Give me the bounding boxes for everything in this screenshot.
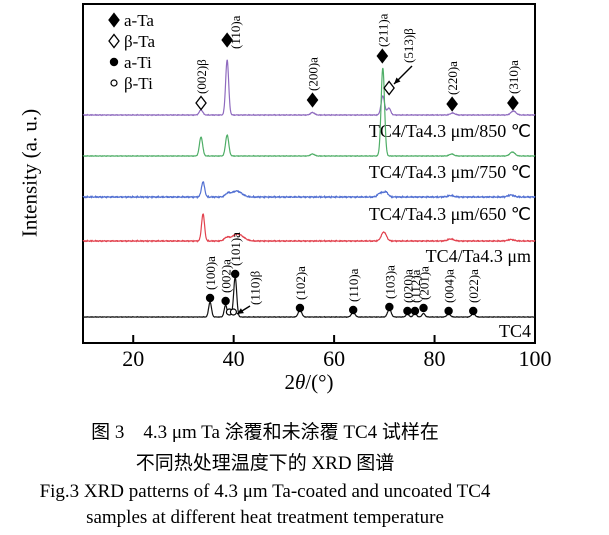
legend-label: β-Ti — [124, 74, 153, 93]
peak-marker-circle-filled — [205, 293, 215, 303]
peak-marker-diamond-filled — [446, 96, 458, 112]
curve-tc4-ta-850 — [82, 59, 536, 117]
peak-label: (102)a — [293, 266, 308, 300]
peak-label: (103)a — [382, 265, 397, 299]
peak-label: (101)a — [228, 232, 243, 266]
figure-caption: 图 3 4.3 μm Ta 涂覆和未涂覆 TC4 试样在 不同热处理温度下的 X… — [0, 417, 530, 531]
x-tick-label: 80 — [424, 346, 446, 371]
peak-marker-diamond-filled — [507, 95, 519, 111]
legend-diamond-filled-icon — [108, 12, 120, 28]
peak-marker-diamond-filled — [306, 92, 319, 108]
peak-label: (220)a — [445, 61, 460, 95]
peak-label: (110)a — [228, 15, 243, 49]
curve-label-tc4-ta: TC4/Ta4.3 μm — [426, 246, 531, 266]
peak-label: (110)β — [247, 270, 262, 305]
peak-label: (002)a — [219, 259, 234, 293]
caption-chinese-line2: 不同热处理温度下的 XRD 图谱 — [135, 453, 395, 474]
curve-tc4-ta-750 — [82, 67, 536, 158]
curve-label-tc4-ta-650: TC4/Ta4.3 μm/650 ℃ — [369, 204, 531, 224]
caption-english-line1: Fig.3 XRD patterns of 4.3 μm Ta-coated a… — [39, 481, 491, 502]
peak-marker-circle-filled — [469, 306, 478, 316]
peak-marker-circle-filled — [295, 303, 305, 313]
peak-marker-diamond-open — [383, 80, 395, 96]
peak-marker-circle-filled — [403, 306, 412, 316]
peak-marker-diamond-filled — [376, 48, 389, 64]
peak-marker-circle-filled — [230, 269, 240, 279]
peak-marker-circle-filled — [410, 306, 420, 316]
x-tick-label: 60 — [323, 346, 345, 371]
curve-label-tc4-ta-750: TC4/Ta4.3 μm/750 ℃ — [369, 162, 531, 182]
plot-frame — [82, 3, 536, 344]
peak-marker-circle-filled — [419, 303, 428, 313]
peak-label: (112)a — [408, 269, 423, 303]
peak-label: (310)a — [506, 60, 521, 94]
peak-marker-circle-filled — [221, 296, 230, 306]
curve-label-tc4-ta-850: TC4/Ta4.3 μm/850 ℃ — [369, 121, 531, 141]
peak-marker-circle-filled — [444, 306, 453, 316]
curve-tc4-ta — [82, 213, 536, 243]
legend-label: a-Ti — [124, 53, 152, 72]
peak-label: (513)β — [401, 28, 416, 63]
peak-label: (020)a — [400, 269, 415, 303]
curve-tc4 — [82, 275, 536, 319]
annotation-arrowhead — [237, 308, 244, 314]
peak-label: (201)a — [417, 266, 432, 300]
x-tick-label: 20 — [122, 346, 144, 371]
curve-tc4-ta-650 — [82, 181, 536, 200]
peak-marker-diamond-open — [195, 95, 207, 111]
peak-label: (002)β — [194, 59, 209, 94]
legend-label: a-Ta — [124, 11, 154, 30]
peak-label: (110)a — [346, 268, 361, 302]
y-axis-label: Intensity (a. u.) — [17, 108, 42, 238]
peak-label: (211)a — [375, 13, 390, 47]
legend-diamond-open-icon — [108, 33, 120, 49]
xrd-plot-svg: 20 40 60 80 100 TC4/Ta4.3 μm/850 ℃ TC4/Ta4.3 μ… — [82, 3, 552, 371]
caption-english-line2: samples at different heat treatment temp… — [86, 507, 444, 528]
caption-chinese-line1: 图 3 4.3 μm Ta 涂覆和未涂覆 TC4 试样在 — [91, 422, 439, 443]
x-axis-label-theta: θ — [294, 370, 306, 394]
legend-label: β-Ta — [124, 32, 156, 51]
annotation-arrowhead — [394, 77, 401, 84]
peak-label: (022)a — [466, 269, 481, 303]
peak-label: (004)a — [442, 269, 457, 303]
peak-marker-circle-filled — [348, 305, 358, 315]
x-tick-label: 100 — [519, 346, 552, 371]
peak-marker-circle-filled — [385, 302, 394, 312]
x-axis-label: 2θ/(°) — [284, 370, 333, 395]
peak-marker-diamond-filled — [221, 32, 233, 48]
x-tick-label: 40 — [223, 346, 245, 371]
x-axis-label-post: /(°) — [305, 370, 334, 394]
peak-marker-circle-open — [229, 308, 238, 316]
x-axis-label-pre: 2 — [284, 370, 295, 394]
legend-circle-filled-icon — [109, 57, 119, 67]
legend-circle-open-icon — [110, 79, 118, 87]
curve-label-tc4: TC4 — [499, 321, 531, 341]
peak-label: (200)a — [306, 57, 321, 91]
peak-label: (100)a — [203, 256, 218, 290]
